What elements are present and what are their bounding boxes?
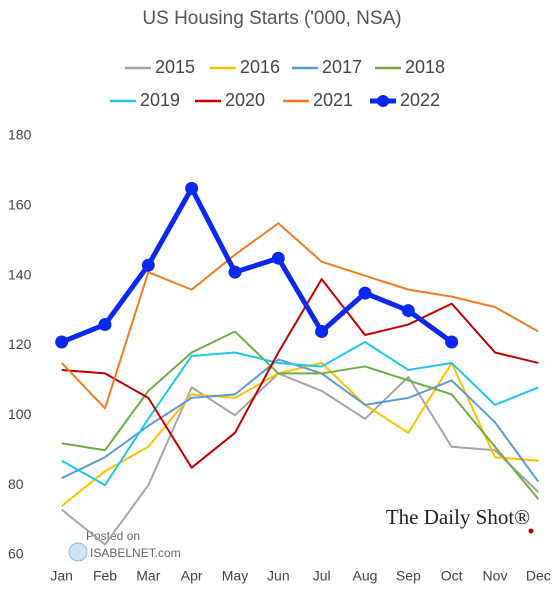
y-tick-label: 160 — [8, 197, 32, 213]
legend-label: 2020 — [225, 90, 265, 110]
x-tick-label: Sep — [396, 568, 421, 584]
x-tick-label: May — [222, 568, 248, 584]
x-tick-label: Jun — [267, 568, 290, 584]
legend-label: 2015 — [155, 57, 195, 77]
y-tick-label: 120 — [8, 336, 32, 352]
point — [55, 335, 69, 349]
site: ISABELNET.com — [90, 546, 181, 560]
series-line — [61, 341, 539, 487]
series-line — [61, 361, 539, 507]
series-line — [60, 185, 454, 345]
brand-dot — [528, 528, 534, 534]
legend-label: 2019 — [140, 90, 180, 110]
brand: The Daily Shot® — [386, 505, 530, 529]
y-tick-label: 60 — [8, 546, 24, 562]
legend-label: 2018 — [405, 57, 445, 77]
series-line — [61, 330, 540, 500]
point — [228, 265, 242, 279]
x-tick-label: Apr — [181, 568, 203, 584]
point — [445, 335, 459, 349]
series-line — [61, 278, 539, 469]
point — [358, 286, 372, 300]
point — [141, 258, 155, 272]
x-tick-label: Aug — [353, 568, 378, 584]
legend-label: 2022 — [400, 90, 440, 110]
x-tick-label: Jul — [313, 568, 331, 584]
legend-marker — [377, 95, 389, 107]
series-line — [61, 372, 540, 546]
y-tick-label: 180 — [8, 127, 32, 143]
x-tick-label: Nov — [483, 568, 508, 584]
point — [271, 251, 285, 265]
chart-title: US Housing Starts ('000, NSA) — [142, 8, 401, 29]
x-tick-label: Feb — [93, 568, 117, 584]
legend-label: 2017 — [322, 57, 362, 77]
legend-label: 2016 — [240, 57, 280, 77]
series-line — [60, 222, 539, 410]
point — [98, 318, 112, 332]
y-tick-label: 140 — [8, 266, 32, 282]
x-tick-label: Mar — [136, 568, 160, 584]
y-tick-label: 80 — [8, 476, 24, 492]
x-tick-label: Dec — [526, 568, 551, 584]
y-tick-label: 100 — [8, 406, 32, 422]
logo — [68, 542, 88, 562]
x-tick-label: Oct — [441, 568, 463, 584]
point — [185, 181, 199, 195]
point — [315, 325, 329, 339]
x-tick-label: Jan — [50, 568, 73, 584]
point — [401, 304, 415, 318]
legend-label: 2021 — [313, 90, 353, 110]
